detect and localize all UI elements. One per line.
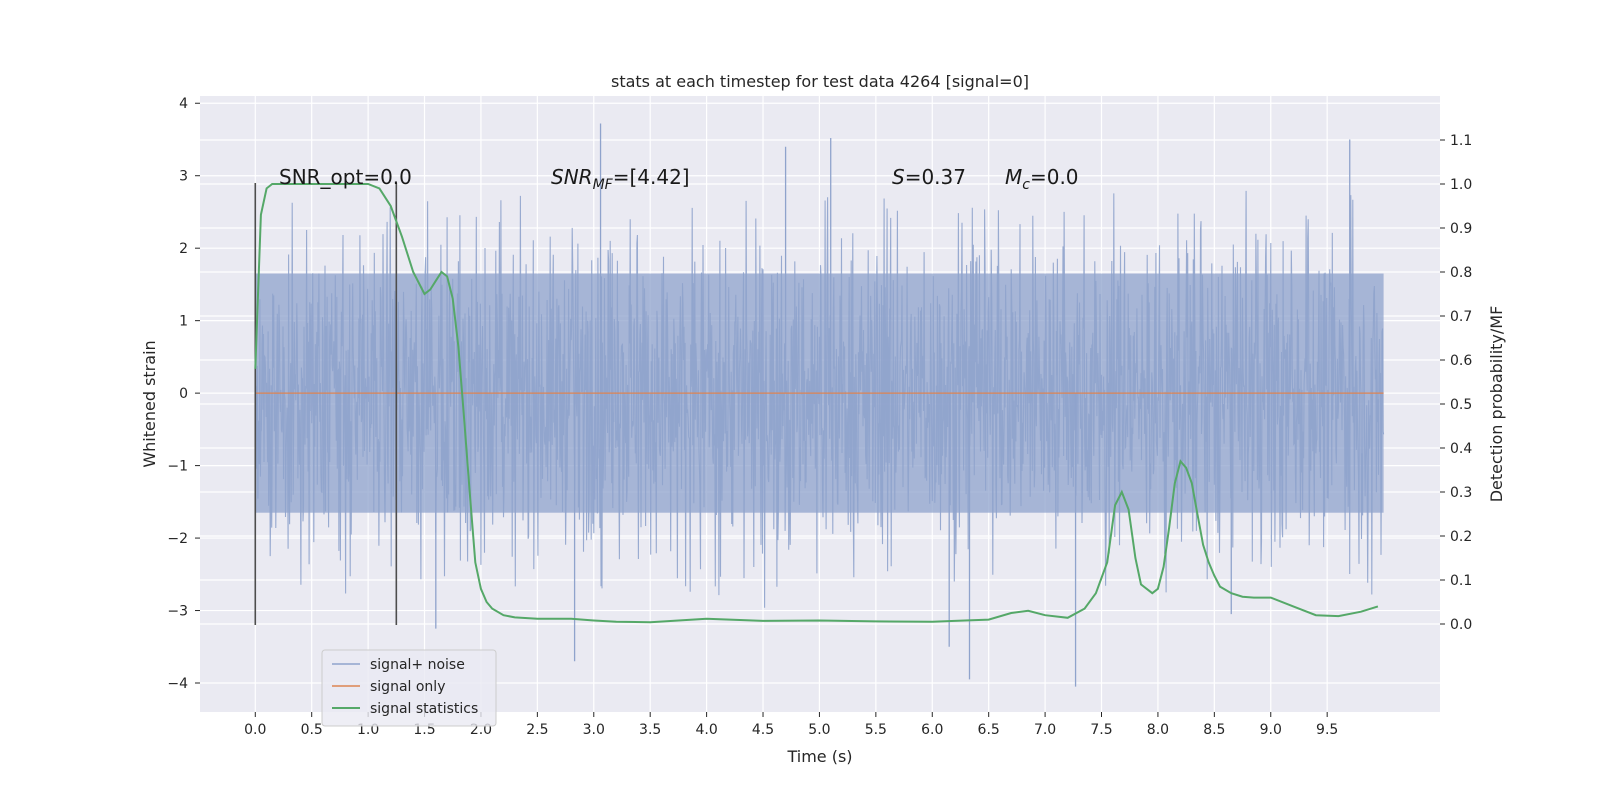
y-tick-label: 3 [179, 169, 188, 185]
y-tick-label: −4 [167, 676, 188, 692]
annotation-snr-opt: SNR_opt=0.0 [279, 165, 412, 189]
annotation-snr-mf: SNRMF=[4.42] [551, 165, 690, 193]
y2-tick-label: 0.0 [1450, 617, 1472, 633]
x-tick-label: 9.5 [1316, 722, 1338, 738]
y-tick-label: −3 [167, 604, 188, 620]
x-tick-label: 8.5 [1203, 722, 1225, 738]
vertical-markers [254, 182, 398, 626]
x-tick-label: 3.5 [639, 722, 661, 738]
y2-tick-label: 1.0 [1450, 177, 1472, 193]
y-tick-label: −1 [167, 459, 188, 475]
x-tick-label: 6.5 [978, 722, 1000, 738]
chart-title: stats at each timestep for test data 426… [611, 72, 1029, 91]
y2-tick-label: 0.7 [1450, 309, 1472, 325]
legend-box [321, 649, 497, 727]
y2-tick-label: 1.1 [1450, 133, 1472, 149]
x-tick-label: 6.0 [921, 722, 943, 738]
snr-mf-value: =[4.42] [613, 165, 690, 189]
y2-tick-label: 0.5 [1450, 397, 1472, 413]
snr-mf-label: SNR [551, 165, 593, 189]
y2-axis-label: Detection probability/MF [1487, 306, 1506, 503]
annotation-mc: Mc=0.0 [1005, 165, 1079, 193]
y2-tick-label: 0.1 [1450, 573, 1472, 589]
y-tick-label: −2 [167, 531, 188, 547]
x-tick-label: 0.5 [301, 722, 323, 738]
x-tick-label: 7.0 [1034, 722, 1056, 738]
x-tick-label: 7.5 [1090, 722, 1112, 738]
y-axis-ticks: 4 3 2 1 0 −1 −2 −3 −4 [167, 96, 200, 692]
y2-tick-label: 0.8 [1450, 265, 1472, 281]
x-tick-label: 4.0 [695, 722, 717, 738]
x-tick-label: 4.5 [752, 722, 774, 738]
y2-tick-label: 0.3 [1450, 485, 1472, 501]
mc-subscript: c [1022, 177, 1030, 193]
x-axis-label: Time (s) [786, 747, 852, 766]
signal-statistics-line [254, 183, 1379, 624]
y2-tick-label: 0.4 [1450, 441, 1472, 457]
y-axis-label: Whitened strain [140, 340, 159, 467]
annotation-s: S=0.37 [892, 165, 966, 189]
x-tick-label: 0.0 [244, 722, 266, 738]
y-tick-label: 2 [179, 241, 188, 257]
x-tick-label: 3.0 [583, 722, 605, 738]
y-tick-label: 1 [179, 314, 188, 330]
mc-value: =0.0 [1030, 165, 1079, 189]
y2-tick-label: 0.2 [1450, 529, 1472, 545]
y-tick-label: 4 [179, 96, 188, 112]
s-label: S [892, 165, 905, 189]
series-signal-statistics [254, 183, 1379, 624]
mc-label: M [1005, 165, 1022, 189]
x-tick-label: 5.0 [808, 722, 830, 738]
x-tick-label: 9.0 [1260, 722, 1282, 738]
y2-tick-label: 0.6 [1450, 353, 1472, 369]
x-tick-label: 2.5 [526, 722, 548, 738]
legend: signal+ noise signal only signal statist… [321, 649, 497, 727]
s-value: =0.37 [905, 165, 966, 189]
legend-label-signal-statistics: signal statistics [370, 701, 478, 717]
y2-tick-label: 0.9 [1450, 221, 1472, 237]
y-tick-label: 0 [179, 386, 188, 402]
snr-mf-subscript: MF [593, 177, 614, 193]
x-tick-label: 5.5 [865, 722, 887, 738]
legend-label-signal-noise: signal+ noise [370, 657, 465, 673]
y2-axis-ticks: 1.1 1.0 0.9 0.8 0.7 0.6 0.5 0.4 0.3 0.2 0.1 0.0 [1440, 133, 1472, 633]
x-tick-label: 8.0 [1147, 722, 1169, 738]
legend-label-signal-only: signal only [370, 679, 445, 695]
